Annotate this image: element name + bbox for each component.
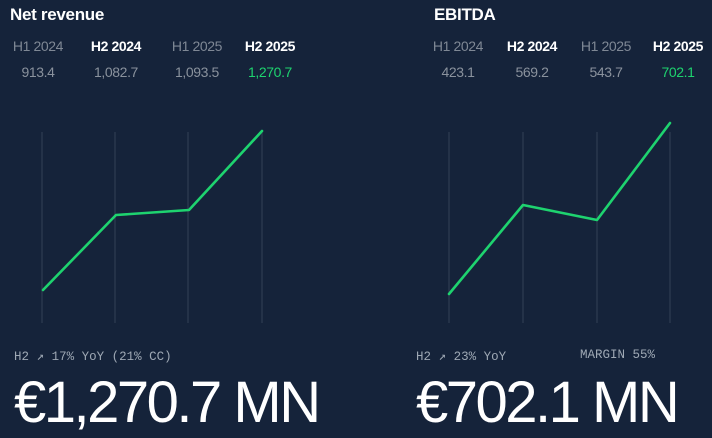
growth-text: 17% YoY (21% CC) (51, 350, 172, 364)
period-column-h1-2025: H1 2025 543.7 (577, 38, 635, 80)
chart-gridlines (41, 132, 263, 323)
net-revenue-growth-line: H2 ↗ 17% YoY (21% CC) (14, 348, 172, 364)
net-revenue-big-value: €1,270.7 MN (14, 370, 321, 435)
period-label: H1 2025 (171, 38, 223, 54)
period-column-h2-2024: H2 2024 1,082.7 (86, 38, 146, 80)
arrow-up-right-icon: ↗ (438, 350, 447, 364)
period-label: H2 2024 (90, 38, 142, 54)
period-label: H2 2024 (506, 38, 558, 54)
period-value: 1,093.5 (175, 64, 219, 80)
period-value: 543.7 (589, 64, 623, 80)
net-revenue-title: Net revenue (10, 5, 105, 24)
period-label: H2 2025 (652, 38, 704, 54)
ebitda-panel: EBITDA H1 2024 423.1 H2 2024 569.2 H1 20… (356, 0, 712, 437)
period-value: 423.1 (441, 64, 475, 80)
ebitda-big-value: €702.1 MN (416, 370, 680, 435)
period-column-h1-2024: H1 2024 423.1 (430, 38, 486, 80)
net-revenue-line-chart (41, 129, 264, 323)
net-revenue-panel: Net revenue H1 2024 913.4 H2 2024 1,082.… (0, 0, 356, 437)
growth-text: 23% YoY (453, 350, 507, 364)
period-value-highlight: 1,270.7 (248, 64, 292, 80)
net-revenue-line (41, 129, 264, 292)
ebitda-line (447, 121, 672, 296)
half-label: H2 (14, 350, 30, 364)
period-value: 1,082.7 (94, 64, 138, 80)
period-value-highlight: 702.1 (661, 64, 695, 80)
period-column-h2-2025: H2 2025 702.1 (648, 38, 708, 80)
period-column-h1-2025: H1 2025 1,093.5 (168, 38, 226, 80)
period-column-h1-2024: H1 2024 913.4 (10, 38, 66, 80)
arrow-up-right-icon: ↗ (36, 350, 45, 364)
period-value: 569.2 (515, 64, 549, 80)
period-label: H1 2025 (580, 38, 632, 54)
period-label: H1 2024 (432, 38, 484, 54)
period-value: 913.4 (21, 64, 55, 80)
period-label: H2 2025 (244, 38, 296, 54)
period-label: H1 2024 (12, 38, 64, 54)
period-column-h2-2024: H2 2024 569.2 (502, 38, 562, 80)
ebitda-margin: MARGIN 55% (580, 348, 656, 362)
ebitda-title: EBITDA (434, 5, 496, 24)
ebitda-growth-line: H2 ↗ 23% YoY (416, 348, 506, 364)
half-label: H2 (416, 350, 432, 364)
ebitda-line-chart (447, 121, 672, 323)
period-column-h2-2025: H2 2025 1,270.7 (240, 38, 300, 80)
chart-gridlines (448, 132, 671, 323)
